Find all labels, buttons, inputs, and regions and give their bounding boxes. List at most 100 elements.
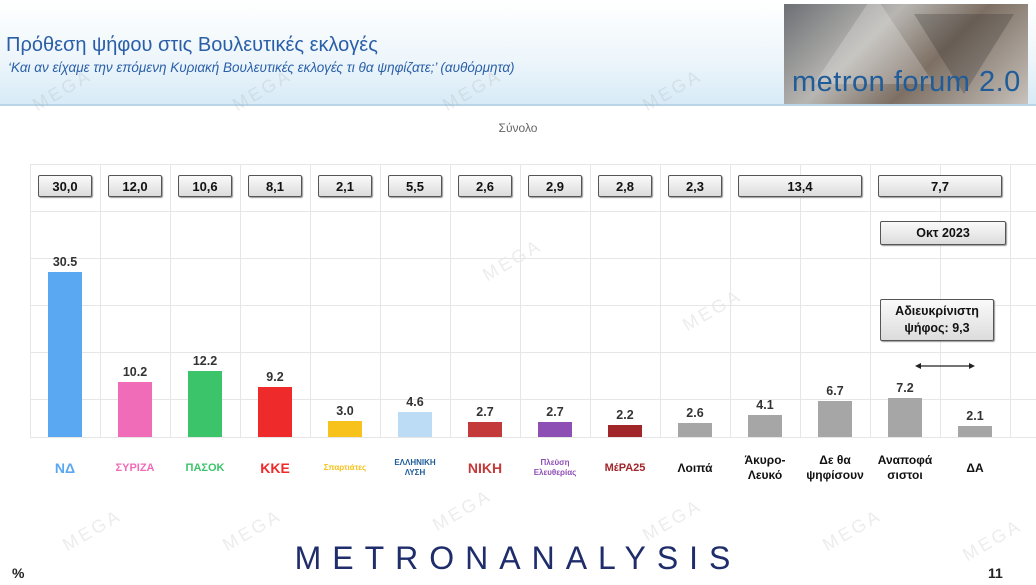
- double-arrow-icon: [915, 363, 975, 369]
- bar: [888, 398, 922, 437]
- previous-wave-box: 7,7: [878, 175, 1002, 197]
- bar: [748, 414, 782, 437]
- grid-vertical: [730, 164, 731, 437]
- party-logo-icon: ΠΑΣΟΚ: [176, 452, 234, 484]
- party-logo-icon: ΣΥΡΙΖΑ: [106, 452, 164, 484]
- category-label: Λοιπά: [677, 461, 713, 475]
- grid-horizontal: [30, 352, 1036, 353]
- data-label: 4.1: [756, 397, 774, 412]
- party-logo-text: ΠΑΣΟΚ: [185, 462, 225, 474]
- party-logo-icon: Σπαρτιάτες: [316, 452, 374, 484]
- data-label: 6.7: [826, 383, 844, 398]
- bar: [608, 425, 642, 437]
- unit-label: %: [12, 565, 25, 581]
- bar: [538, 422, 572, 437]
- party-logo-text: Πλεύση Ελευθερίας: [533, 458, 577, 477]
- grid-horizontal: [30, 258, 1036, 259]
- category-label: Αναποφά σιστοι: [877, 453, 933, 482]
- previous-wave-box: 2,1: [318, 175, 372, 197]
- party-logo-icon: ΕΛΛΗΝΙΚΗ ΛΥΣΗ: [386, 452, 444, 484]
- party-logo-text: Σπαρτιάτες: [323, 463, 367, 472]
- bar: [468, 422, 502, 437]
- grid-vertical: [450, 164, 451, 437]
- data-label: 2.6: [686, 405, 704, 420]
- mega-watermark: MEGA: [679, 285, 746, 335]
- grid-vertical: [240, 164, 241, 437]
- grid-horizontal: [30, 211, 1036, 212]
- category-label: Δε θα ψηφίσουν: [806, 453, 864, 482]
- previous-wave-box: 2,8: [598, 175, 652, 197]
- undecided-annotation: Αδιευκρίνιστη ψήφος: 9,3: [880, 299, 994, 341]
- bar: [48, 272, 82, 437]
- data-label: 2.7: [546, 405, 564, 420]
- previous-wave-box: 30,0: [38, 175, 92, 197]
- grid-vertical: [1010, 164, 1011, 437]
- bar: [258, 387, 292, 437]
- grid-vertical: [310, 164, 311, 437]
- grid-vertical: [380, 164, 381, 437]
- party-logo-text: ΝΔ: [54, 460, 76, 476]
- page-title: Πρόθεση ψήφου στις Βουλευτικές εκλογές: [6, 34, 378, 56]
- party-logo-icon: Πλεύση Ελευθερίας: [526, 452, 584, 484]
- party-logo-text: ΚΚΕ: [260, 460, 290, 476]
- grid-horizontal: [30, 399, 1036, 400]
- bar: [958, 425, 992, 437]
- grid-horizontal: [30, 305, 1036, 306]
- mega-watermark: MEGA: [639, 495, 706, 545]
- metronanalysis-brand: METRONANALYSIS: [294, 540, 742, 576]
- previous-wave-box: 5,5: [388, 175, 442, 197]
- category-label: ΔΑ: [966, 461, 984, 475]
- bar: [398, 412, 432, 437]
- grid-vertical: [590, 164, 591, 437]
- mega-watermark: MEGA: [479, 235, 546, 285]
- bar: [328, 420, 362, 437]
- bar: [188, 371, 222, 437]
- party-logo-text: ΜέΡΑ25: [604, 462, 646, 474]
- previous-wave-box: 8,1: [248, 175, 302, 197]
- previous-wave-label: Οκτ 2023: [880, 221, 1006, 245]
- party-logo-text: ΣΥΡΙΖΑ: [115, 462, 155, 474]
- previous-wave-box: 2,9: [528, 175, 582, 197]
- data-label: 7.2: [896, 381, 914, 396]
- previous-wave-box: 10,6: [178, 175, 232, 197]
- grid-vertical: [660, 164, 661, 437]
- party-logo-icon: ΚΚΕ: [246, 452, 304, 484]
- party-logo-icon: ΝΔ: [36, 452, 94, 484]
- data-label: 10.2: [122, 364, 148, 379]
- grid-horizontal: [30, 164, 1036, 165]
- party-logo-icon: ΜέΡΑ25: [596, 452, 654, 484]
- header-divider: [0, 104, 1036, 106]
- grid-vertical: [800, 164, 801, 437]
- grid-vertical: [100, 164, 101, 437]
- data-label: 9.2: [266, 370, 284, 385]
- previous-wave-box: 13,4: [738, 175, 862, 197]
- mega-watermark: MEGA: [429, 485, 496, 535]
- grid-vertical: [870, 164, 871, 437]
- category-label: Άκυρο- Λευκό: [744, 453, 786, 482]
- bar: [678, 422, 712, 437]
- data-label: 2.1: [966, 408, 984, 423]
- party-logo-text: ΝΙΚΗ: [467, 460, 503, 476]
- grid-vertical: [30, 164, 31, 437]
- chart-title: Σύνολο: [498, 121, 538, 135]
- data-label: 2.2: [616, 408, 634, 423]
- party-logo-icon: ΝΙΚΗ: [456, 452, 514, 484]
- data-label: 30.5: [52, 255, 78, 270]
- grid-vertical: [520, 164, 521, 437]
- bar: [118, 381, 152, 437]
- data-label: 2.7: [476, 405, 494, 420]
- data-label: 12.2: [192, 354, 218, 369]
- grid-vertical: [170, 164, 171, 437]
- bar: [818, 400, 852, 437]
- metron-forum-logo: metron forum 2.0: [784, 4, 1028, 104]
- previous-wave-box: 2,3: [668, 175, 722, 197]
- page-subtitle: ‘Και αν είχαμε την επόμενη Κυριακή Βουλε…: [8, 60, 515, 75]
- grid-horizontal: [30, 437, 1036, 438]
- data-label: 3.0: [336, 403, 354, 418]
- party-logo-text: ΕΛΛΗΝΙΚΗ ΛΥΣΗ: [394, 458, 436, 477]
- previous-wave-box: 12,0: [108, 175, 162, 197]
- page-number: 11: [988, 565, 1003, 581]
- logo-text: metron forum 2.0: [792, 66, 1021, 98]
- previous-wave-box: 2,6: [458, 175, 512, 197]
- data-label: 4.6: [406, 395, 424, 410]
